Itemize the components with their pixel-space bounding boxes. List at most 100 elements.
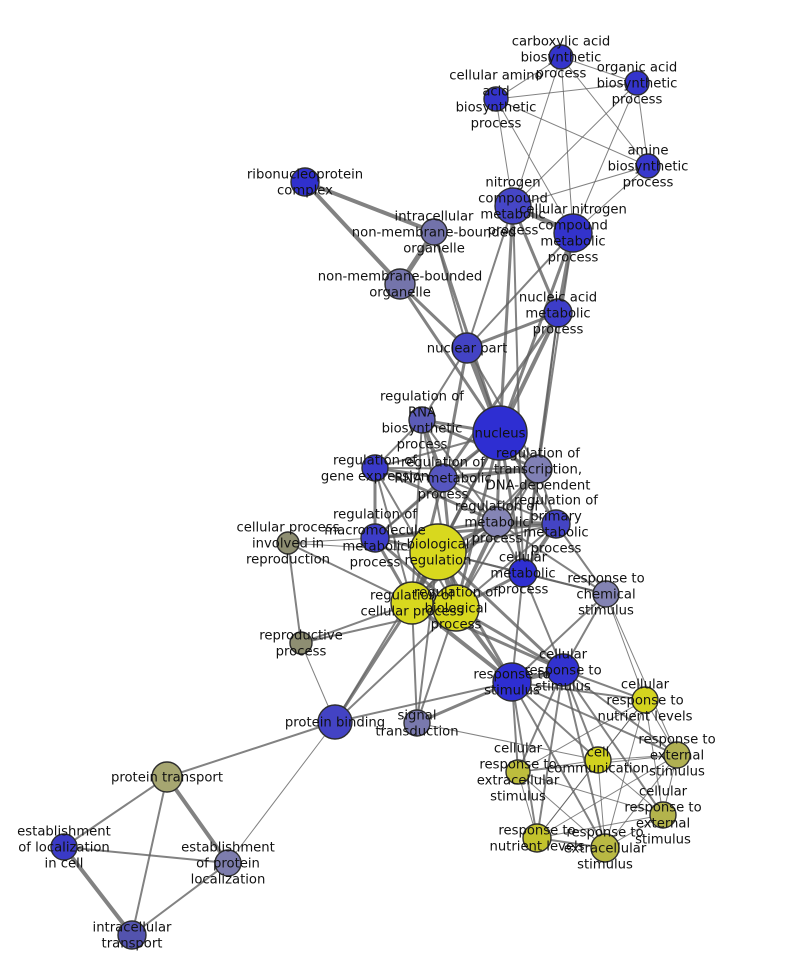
edge-establishment-of-localization-in-cell--establishment-of-protein-localization	[63, 846, 229, 864]
edge-cellular-amino-acid-biosynthetic-process--amine-biosynthetic-process	[495, 98, 649, 167]
edge-nucleic-acid-metabolic-process--nuclear-part	[465, 311, 560, 350]
edge-cellular-amino-acid-biosynthetic-process--cellular-nitrogen-compound-metabolic-process	[495, 98, 574, 234]
edge-amine-biosynthetic-process--nitrogen-compound-metabolic-process	[512, 165, 649, 207]
edge-protein-transport--establishment-of-localization-in-cell	[63, 776, 168, 848]
node-cellular-response-to-external-stimulus[interactable]	[649, 801, 677, 829]
node-cellular-amino-acid-biosynthetic-process[interactable]	[483, 86, 509, 112]
node-regulation-of-cellular-process[interactable]	[390, 581, 434, 625]
node-response-to-external-stimulus[interactable]	[663, 741, 691, 769]
node-cellular-response-to-nutrient-levels[interactable]	[631, 686, 659, 714]
node-response-to-chemical-stimulus[interactable]	[592, 580, 620, 608]
edge-response-to-stimulus--cellular-response-to-nutrient-levels	[511, 681, 646, 701]
edge-cellular-process-involved-in-reproduction--reproductive-process	[287, 542, 302, 644]
node-non-membrane-bounded-organelle[interactable]	[384, 268, 416, 300]
edge-regulation-of-biological-process--reproductive-process	[300, 607, 457, 644]
edge-cellular-response-to-stimulus--cellular-response-to-external-stimulus	[562, 669, 664, 816]
node-regulation-of-biological-process[interactable]	[432, 584, 480, 632]
edge-carboxylic-acid-biosynthetic-process--cellular-amino-acid-biosynthetic-process	[495, 56, 562, 100]
edge-cellular-response-to-nutrient-levels--cellular-response-to-extracellular-stimulus	[517, 699, 646, 773]
edge-response-to-external-stimulus--response-to-extracellular-stimulus	[604, 754, 678, 849]
edge-protein-transport--establishment-of-protein-localization	[165, 775, 230, 865]
edge-response-to-chemical-stimulus--response-to-external-stimulus	[605, 593, 678, 756]
edge-ribonucleoprotein-complex--intracellular-non-membrane-bounded-organelle	[303, 180, 436, 234]
edge-nucleic-acid-metabolic-process--regulation-of-rna-metabolic-process	[441, 311, 560, 480]
node-cellular-response-to-extracellular-stimulus[interactable]	[505, 759, 531, 785]
node-organic-acid-biosynthetic-process[interactable]	[624, 70, 650, 96]
edge-cell-communication--response-to-extracellular-stimulus	[597, 759, 606, 849]
labels-layer: carboxylic acid biosynthetic process organi…	[17, 35, 716, 952]
node-signal-transduction[interactable]	[403, 709, 431, 737]
edge-response-to-external-stimulus--response-to-nutrient-levels	[536, 754, 678, 839]
edge-cell-communication--response-to-nutrient-levels	[536, 759, 599, 839]
node-reproductive-process[interactable]	[289, 631, 313, 655]
node-regulation-of-rna-metabolic-process[interactable]	[428, 463, 458, 493]
edge-response-to-stimulus--response-to-extracellular-stimulus	[511, 681, 606, 849]
edge-cellular-response-to-stimulus--response-to-external-stimulus	[562, 669, 678, 756]
edge-cellular-metabolic-process--cellular-response-to-stimulus	[522, 572, 564, 671]
node-nucleus[interactable]	[472, 405, 528, 461]
node-ribonucleoprotein-complex[interactable]	[290, 167, 320, 197]
node-intracellular-transport[interactable]	[117, 920, 147, 950]
edge-response-to-stimulus--response-to-nutrient-levels	[511, 681, 538, 839]
edge-regulation-of-rna-metabolic-process--regulation-of-primary-metabolic-process	[442, 477, 557, 525]
node-cellular-response-to-stimulus[interactable]	[546, 653, 580, 687]
edge-cellular-nitrogen-compound-metabolic-process--nuclear-part	[466, 232, 574, 349]
node-nucleic-acid-metabolic-process[interactable]	[543, 298, 573, 328]
node-establishment-of-protein-localization[interactable]	[214, 849, 242, 877]
node-response-to-extracellular-stimulus[interactable]	[590, 833, 620, 863]
edge-response-to-stimulus--response-to-external-stimulus	[511, 681, 678, 756]
edge-cellular-response-to-nutrient-levels--response-to-extracellular-stimulus	[604, 699, 646, 849]
edge-carboxylic-acid-biosynthetic-process--amine-biosynthetic-process	[560, 56, 649, 167]
node-regulation-of-macromolecule-metabolic-process[interactable]	[360, 523, 390, 553]
edge-cellular-process-involved-in-reproduction--regulation-of-cellular-process	[287, 542, 413, 604]
edge-cellular-response-to-extracellular-stimulus--response-to-extracellular-stimulus	[517, 771, 606, 849]
edge-regulation-of-transcription-dna-dependent--regulation-of-gene-expression	[374, 467, 539, 470]
node-nitrogen-compound-metabolic-process[interactable]	[494, 187, 532, 225]
node-protein-binding[interactable]	[317, 704, 353, 740]
edge-cell-communication--cellular-response-to-external-stimulus	[597, 759, 664, 816]
node-response-to-nutrient-levels[interactable]	[522, 823, 552, 853]
edge-regulation-of-rna-metabolic-process--regulation-of-macromolecule-metabolic-process	[374, 477, 444, 539]
edge-regulation-of-biological-process--protein-binding	[334, 607, 457, 723]
edge-regulation-of-transcription-dna-dependent--regulation-of-rna-metabolic-process	[441, 467, 540, 480]
nodes-layer	[50, 44, 691, 950]
edge-establishment-of-localization-in-cell--intracellular-transport	[62, 845, 134, 937]
edge-cellular-nitrogen-compound-metabolic-process--nucleus	[498, 231, 575, 435]
node-regulation-of-gene-expression[interactable]	[361, 454, 389, 482]
edge-carboxylic-acid-biosynthetic-process--organic-acid-biosynthetic-process	[560, 56, 638, 84]
node-regulation-of-rna-biosynthetic-process[interactable]	[408, 406, 436, 434]
edge-organic-acid-biosynthetic-process--nitrogen-compound-metabolic-process	[512, 82, 638, 207]
node-regulation-of-metabolic-process[interactable]	[481, 506, 513, 538]
node-cell-communication[interactable]	[584, 746, 612, 774]
edge-regulation-of-rna-biosynthetic-process--regulation-of-metabolic-process	[421, 419, 498, 523]
edge-nitrogen-compound-metabolic-process--cellular-metabolic-process	[512, 205, 524, 574]
edge-cellular-response-to-stimulus--response-to-extracellular-stimulus	[562, 669, 606, 849]
edge-cellular-response-to-external-stimulus--response-to-nutrient-levels	[536, 814, 664, 839]
node-amine-biosynthetic-process[interactable]	[635, 153, 661, 179]
node-biological-regulation[interactable]	[409, 523, 467, 581]
edge-organic-acid-biosynthetic-process--cellular-amino-acid-biosynthetic-process	[495, 82, 638, 100]
node-regulation-of-transcription-dna-dependent[interactable]	[523, 454, 553, 484]
edge-organic-acid-biosynthetic-process--amine-biosynthetic-process	[636, 82, 649, 167]
edge-carboxylic-acid-biosynthetic-process--nitrogen-compound-metabolic-process	[512, 56, 562, 207]
node-cellular-process-involved-in-reproduction[interactable]	[276, 531, 300, 555]
edges-layer	[62, 56, 678, 937]
node-cellular-metabolic-process[interactable]	[508, 558, 538, 588]
edge-cellular-response-to-extracellular-stimulus--cellular-response-to-external-stimulus	[517, 771, 664, 816]
edge-carboxylic-acid-biosynthetic-process--cellular-nitrogen-compound-metabolic-process	[560, 56, 574, 234]
edge-protein-binding--establishment-of-protein-localization	[227, 721, 336, 864]
edge-establishment-of-protein-localization--intracellular-transport	[131, 862, 229, 936]
node-response-to-stimulus[interactable]	[492, 662, 532, 702]
edge-response-to-chemical-stimulus--cellular-response-to-nutrient-levels	[605, 593, 646, 701]
node-nuclear-part[interactable]	[451, 332, 483, 364]
node-cellular-nitrogen-compound-metabolic-process[interactable]	[553, 213, 593, 253]
node-establishment-of-localization-in-cell[interactable]	[50, 833, 78, 861]
node-intracellular-non-membrane-bounded-organelle[interactable]	[420, 218, 448, 246]
edge-nitrogen-compound-metabolic-process--nuclear-part	[466, 205, 514, 349]
edge-biological-regulation--signal-transduction	[416, 551, 439, 724]
node-carboxylic-acid-biosynthetic-process[interactable]	[548, 44, 574, 70]
node-regulation-of-primary-metabolic-process[interactable]	[541, 509, 571, 539]
node-protein-transport[interactable]	[151, 761, 183, 793]
